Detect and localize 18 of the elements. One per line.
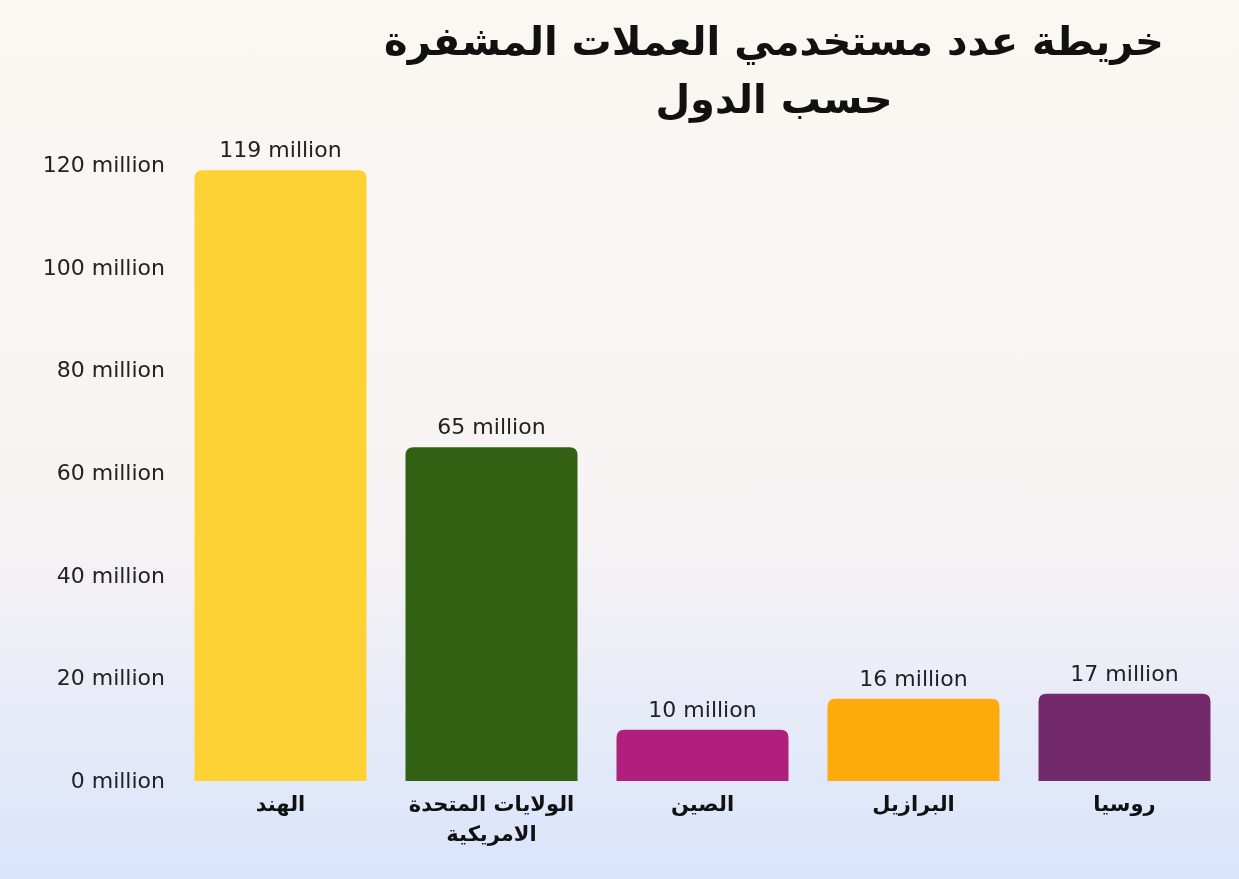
title: خريطة عدد مستخدمي العملات المشفرة حسب الدول (383, 17, 1165, 125)
ytick: 20 million (56, 664, 165, 693)
ytick: 60 million (56, 459, 165, 487)
value-label: 65 million (436, 413, 547, 442)
xtick: البرازيل (871, 791, 956, 818)
ytick: 120 million (42, 151, 165, 179)
ytick: 40 million (56, 561, 165, 590)
ytick: 100 million (42, 253, 165, 282)
xtick: الولايات المتحدة الامريكية (407, 791, 576, 848)
xtick: روسيا (1092, 791, 1157, 818)
value-label: 17 million (1069, 659, 1180, 688)
ytick: 0 million (70, 767, 165, 795)
xtick: الهند (254, 791, 307, 818)
ytick: 80 million (56, 356, 165, 385)
value-label: 16 million (858, 664, 969, 693)
value-label: 119 million (218, 136, 343, 165)
xtick: الصين (669, 791, 736, 818)
value-label: 10 million (647, 695, 758, 724)
